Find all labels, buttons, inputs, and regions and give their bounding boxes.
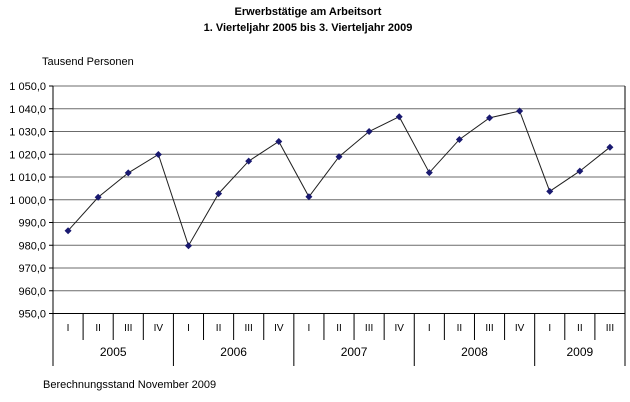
quarter-label: III (365, 323, 373, 334)
quarter-label: IV (154, 323, 164, 334)
data-point[interactable] (154, 150, 162, 158)
quarter-label: II (577, 323, 583, 334)
chart-title: Erwerbstätige am Arbeitsort (234, 6, 382, 18)
data-point[interactable] (245, 157, 253, 165)
data-point[interactable] (606, 143, 614, 151)
data-point[interactable] (305, 193, 313, 201)
data-point[interactable] (425, 169, 433, 177)
quarter-label: IV (274, 323, 284, 334)
data-point[interactable] (455, 135, 463, 143)
quarter-label: III (606, 323, 614, 334)
footnote: Berechnungsstand November 2009 (43, 379, 217, 391)
data-point[interactable] (94, 193, 102, 201)
quarter-label: I (187, 323, 190, 334)
y-tick-label: 960,0 (18, 286, 46, 298)
y-tick-label: 950,0 (18, 309, 46, 321)
y-tick-label: 990,0 (18, 218, 46, 230)
quarter-label: III (245, 323, 253, 334)
y-tick-label: 1 040,0 (9, 104, 46, 116)
year-label: 2009 (566, 345, 593, 359)
y-tick-label: 970,0 (18, 263, 46, 275)
quarter-label: III (485, 323, 493, 334)
data-point[interactable] (576, 167, 584, 175)
year-label: 2008 (461, 345, 488, 359)
quarter-label: I (67, 323, 70, 334)
y-tick-label: 1 050,0 (9, 81, 46, 93)
y-tick-label: 1 020,0 (9, 149, 46, 161)
data-point[interactable] (124, 169, 132, 177)
y-tick-label: 1 030,0 (9, 127, 46, 139)
year-label: 2006 (220, 345, 247, 359)
y-tick-label: 1 010,0 (9, 172, 46, 184)
quarter-label: II (216, 323, 222, 334)
data-point[interactable] (215, 190, 223, 198)
data-point[interactable] (64, 227, 72, 235)
data-point[interactable] (486, 114, 494, 122)
y-tick-label: 980,0 (18, 240, 46, 252)
quarter-label: III (124, 323, 132, 334)
data-point[interactable] (395, 113, 403, 121)
quarter-label: IV (394, 323, 404, 334)
quarter-label: II (336, 323, 342, 334)
data-point[interactable] (184, 242, 192, 250)
y-tick-label: 1 000,0 (9, 195, 46, 207)
data-point[interactable] (365, 128, 373, 135)
data-point[interactable] (516, 107, 524, 115)
quarter-label: I (548, 323, 551, 334)
y-axis-unit-label: Tausend Personen (42, 56, 134, 68)
data-point[interactable] (335, 153, 343, 161)
quarter-label: I (308, 323, 311, 334)
chart-subtitle: 1. Vierteljahr 2005 bis 3. Vierteljahr 2… (203, 22, 413, 34)
quarter-label: IV (515, 323, 525, 334)
quarter-label: II (95, 323, 101, 334)
year-label: 2005 (100, 345, 127, 359)
year-label: 2007 (341, 345, 368, 359)
data-point[interactable] (546, 187, 554, 195)
quarter-label: II (457, 323, 463, 334)
quarter-label: I (428, 323, 431, 334)
data-point[interactable] (275, 138, 283, 146)
